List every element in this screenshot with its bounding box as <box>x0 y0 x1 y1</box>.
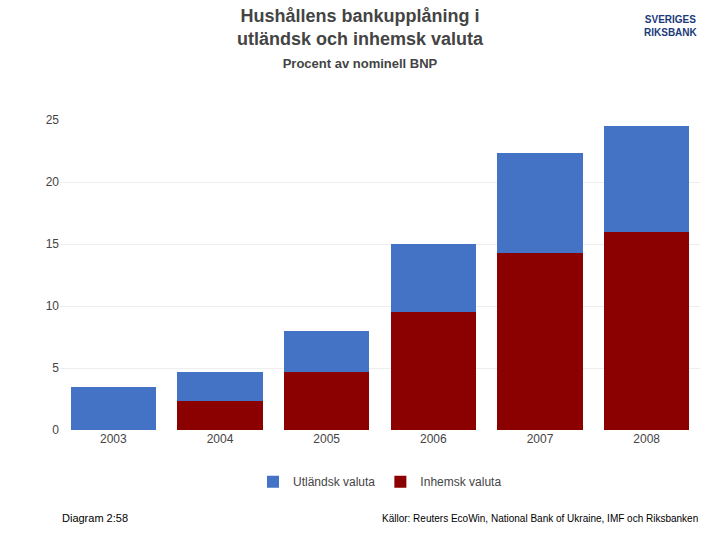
svg-text:15: 15 <box>46 237 60 251</box>
svg-text:10: 10 <box>46 299 60 313</box>
svg-text:Utländsk valuta: Utländsk valuta <box>293 475 375 489</box>
svg-text:2006: 2006 <box>420 432 447 446</box>
svg-text:Hushållens bankupplåning iutlä: Hushållens bankupplåning iutländsk och i… <box>237 6 484 72</box>
svg-text:Källor: Reuters EcoWin, Nation: Källor: Reuters EcoWin, National Bank of… <box>382 513 698 524</box>
svg-text:Diagram 2:58: Diagram 2:58 <box>62 512 128 524</box>
svg-text:SVERIGESRIKSBANK: SVERIGESRIKSBANK <box>644 14 698 38</box>
svg-text:Inhemsk valuta: Inhemsk valuta <box>420 475 501 489</box>
svg-text:0: 0 <box>52 423 59 437</box>
svg-text:25: 25 <box>46 113 60 127</box>
svg-text:5: 5 <box>52 361 59 375</box>
svg-text:2008: 2008 <box>633 432 660 446</box>
svg-text:20: 20 <box>46 175 60 189</box>
svg-text:2007: 2007 <box>527 432 554 446</box>
svg-text:2003: 2003 <box>100 432 127 446</box>
svg-text:2004: 2004 <box>207 432 234 446</box>
svg-text:2005: 2005 <box>313 432 340 446</box>
